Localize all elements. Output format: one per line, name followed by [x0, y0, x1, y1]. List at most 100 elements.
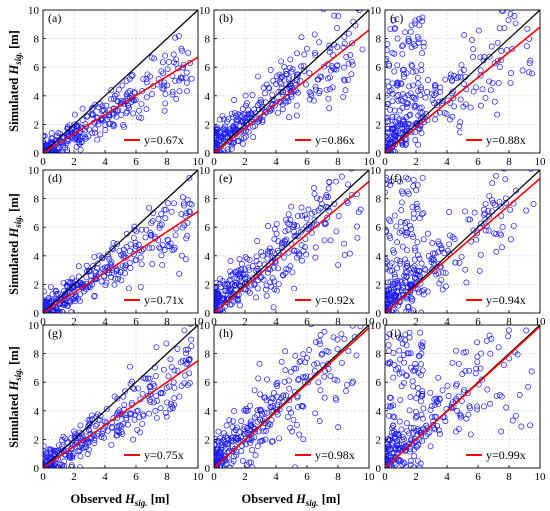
data-point	[291, 228, 298, 235]
data-point	[146, 245, 153, 252]
scatter-points	[385, 327, 535, 468]
data-point	[224, 118, 231, 125]
data-point	[354, 234, 361, 241]
data-point	[287, 263, 294, 270]
data-point	[110, 106, 117, 112]
data-point	[493, 248, 500, 255]
data-point	[233, 451, 240, 458]
data-point	[222, 288, 229, 294]
data-point	[124, 102, 131, 109]
data-point	[302, 212, 309, 219]
data-point	[385, 92, 390, 99]
data-point	[245, 287, 251, 294]
data-point	[456, 259, 463, 266]
data-point	[393, 81, 400, 88]
data-point	[399, 42, 406, 49]
x-tick-label: 4	[102, 156, 108, 168]
data-point	[184, 382, 191, 389]
data-point	[391, 68, 398, 75]
legend-box	[291, 131, 367, 149]
data-point	[289, 66, 296, 73]
data-point	[110, 246, 116, 253]
data-point	[385, 258, 390, 265]
data-point	[277, 75, 284, 82]
data-point	[526, 69, 532, 76]
data-point	[258, 408, 264, 415]
data-point	[400, 284, 407, 291]
data-point	[385, 144, 388, 151]
data-point	[292, 464, 298, 468]
data-point	[461, 32, 468, 39]
data-point	[60, 300, 67, 307]
data-point	[410, 215, 417, 222]
data-point	[245, 128, 252, 135]
y-tick-label: 2	[376, 279, 382, 291]
data-point	[149, 244, 156, 251]
data-point	[397, 97, 404, 104]
data-point	[428, 256, 435, 262]
fit-line	[213, 180, 370, 314]
data-point	[281, 64, 288, 71]
data-point	[241, 407, 248, 414]
x-tick-label: 10	[193, 471, 205, 483]
data-point	[385, 456, 389, 462]
x-tick-label: 8	[335, 316, 341, 328]
data-point	[315, 76, 322, 83]
data-point	[323, 86, 330, 93]
x-tick-label: 8	[335, 471, 341, 483]
data-point	[395, 446, 402, 452]
data-point	[399, 67, 406, 74]
data-point	[401, 126, 408, 133]
data-point	[214, 446, 221, 453]
data-point	[416, 464, 423, 468]
data-point	[246, 111, 253, 118]
data-point	[169, 88, 176, 95]
data-point	[491, 202, 498, 209]
data-point	[242, 441, 249, 448]
data-point	[293, 365, 300, 372]
data-point	[171, 314, 176, 319]
data-point	[405, 120, 412, 127]
data-point	[278, 239, 285, 246]
data-point	[157, 405, 164, 412]
data-point	[289, 428, 296, 435]
data-point	[214, 464, 219, 468]
data-point	[392, 431, 399, 437]
data-point	[98, 107, 105, 114]
data-point	[474, 406, 481, 413]
data-point	[469, 37, 476, 43]
data-point	[412, 137, 419, 143]
data-point	[354, 223, 360, 230]
data-point	[312, 86, 319, 93]
data-point	[329, 51, 336, 58]
data-point	[481, 206, 487, 213]
data-point	[75, 263, 82, 270]
data-point	[86, 420, 93, 427]
data-point	[134, 407, 141, 414]
data-point	[416, 22, 423, 29]
data-point	[90, 104, 96, 111]
data-point	[285, 226, 292, 233]
data-point	[409, 297, 415, 304]
data-point	[486, 192, 493, 199]
data-point	[398, 188, 405, 195]
data-point	[433, 413, 440, 420]
y-tick-label: 0	[376, 308, 382, 320]
data-point	[439, 286, 446, 293]
data-point	[275, 265, 281, 272]
data-point	[235, 267, 242, 274]
data-point	[173, 96, 180, 102]
y-tick-label: 2	[376, 434, 382, 446]
data-point	[398, 219, 404, 226]
data-point	[130, 251, 137, 258]
data-point	[484, 386, 491, 393]
data-point	[183, 162, 188, 167]
data-point	[385, 444, 388, 451]
data-point	[187, 209, 193, 216]
y-tick-label: 6	[34, 222, 40, 234]
scatter-points	[214, 10, 366, 153]
axes-frame	[42, 9, 199, 154]
data-point	[498, 231, 505, 238]
data-point	[450, 95, 457, 102]
data-point	[221, 123, 228, 130]
